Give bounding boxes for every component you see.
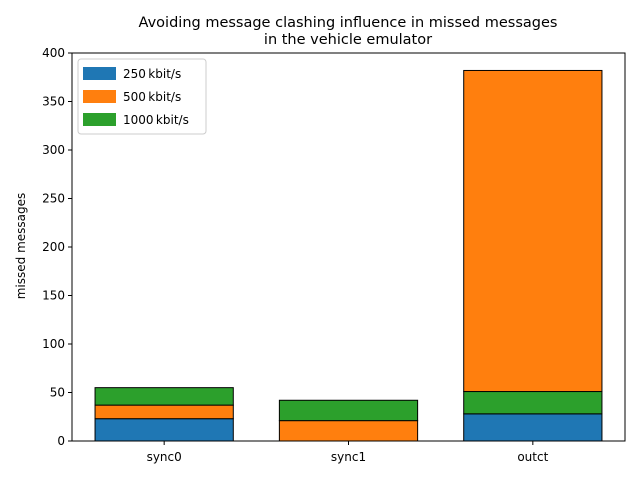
legend: 250 kbit/s 500 kbit/s 1000 kbit/s <box>77 58 207 135</box>
legend-label: 500 kbit/s <box>123 90 181 104</box>
y-tick-label: 400 <box>42 46 65 60</box>
bar-sync1-1000kbits <box>278 399 419 422</box>
y-axis: 0 50 100 150 200 250 300 350 400 <box>42 46 72 448</box>
chart-title-line-1: Avoiding message clashing influence in m… <box>139 15 558 31</box>
y-tick-label: 50 <box>50 386 65 400</box>
y-tick-label: 100 <box>42 337 65 351</box>
legend-label: 1000 kbit/s <box>123 113 189 127</box>
y-tick-label: 200 <box>42 240 65 254</box>
bar-sync0-1000kbits <box>94 387 234 406</box>
x-tick-label: sync0 <box>147 450 182 464</box>
x-tick-label: outct <box>517 450 548 464</box>
bars-group <box>94 69 603 442</box>
bar-sync0-500kbits <box>94 404 234 420</box>
legend-swatch <box>83 90 116 103</box>
y-tick-label: 150 <box>42 289 65 303</box>
bar-sync0-250kbits <box>94 418 234 442</box>
bar-outct-1000kbits <box>463 391 603 415</box>
legend-swatch <box>83 113 116 126</box>
y-tick-label: 300 <box>42 143 65 157</box>
legend-swatch <box>83 67 116 80</box>
y-axis-label: missed messages <box>14 193 28 300</box>
legend-label: 250 kbit/s <box>123 67 181 81</box>
y-tick-label: 350 <box>42 95 65 109</box>
x-tick-label: sync1 <box>331 450 366 464</box>
y-tick-label: 250 <box>42 192 65 206</box>
bar-sync1-500kbits <box>278 420 419 442</box>
chart-title-line-2: in the vehicle emulator <box>264 32 432 48</box>
x-axis: sync0 sync1 outct <box>147 441 549 464</box>
bar-outct-250kbits <box>463 413 603 442</box>
bar-outct-500kbits <box>463 69 603 393</box>
y-tick-label: 0 <box>57 434 65 448</box>
